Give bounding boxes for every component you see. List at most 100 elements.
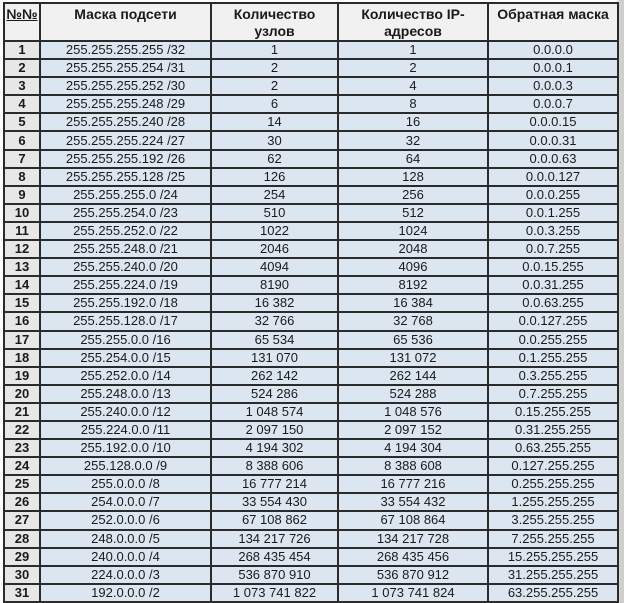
host-count-cell: 126	[210, 166, 339, 187]
header-label: №№	[6, 6, 38, 22]
host-count-cell: 254	[210, 184, 339, 205]
table-row: 24 255.128.0.0 /9 8 388 606 8 388 608 0.127.…	[3, 456, 619, 477]
subnet-mask-cell: 255.252.0.0 /14	[39, 365, 212, 386]
wildcard-mask-cell: 0.0.0.1	[487, 58, 619, 79]
table-row: 8 255.255.255.128 /25 126 128 0.0.0.127	[3, 166, 619, 187]
subnet-mask-cell: 255.255.255.254 /31	[39, 58, 212, 79]
table-row: 13 255.255.240.0 /20 4094 4096 0.0.15.255	[3, 257, 619, 278]
row-number-cell: 17	[3, 329, 41, 350]
host-count-cell: 536 870 910	[210, 564, 339, 585]
header-label: Количество IP-	[361, 6, 465, 22]
host-count-cell: 1 048 574	[210, 401, 339, 422]
table-row: 11 255.255.252.0 /22 1022 1024 0.0.3.255	[3, 220, 619, 242]
ip-count-cell: 33 554 432	[337, 492, 489, 513]
table-body: 1 255.255.255.255 /32 1 1 0.0.0.0 2 255.255.25…	[3, 39, 619, 603]
ip-count-cell: 67 108 864	[337, 510, 489, 531]
host-count-cell: 14	[210, 112, 339, 133]
subnet-mask-cell: 255.255.0.0 /16	[39, 329, 212, 350]
row-number-cell: 12	[3, 239, 41, 260]
header-label: Количество	[233, 6, 316, 22]
host-count-cell: 2 097 150	[210, 419, 339, 441]
subnet-mask-cell: 255.255.255.255 /32	[39, 39, 212, 61]
table-row: 22 255.224.0.0 /11 2 097 150 2 097 152 0.31.…	[3, 419, 619, 441]
row-number-cell: 10	[3, 202, 41, 223]
host-count-cell: 524 286	[210, 383, 339, 404]
subnet-mask-cell: 255.254.0.0 /15	[39, 347, 212, 368]
ip-count-cell: 2 097 152	[337, 419, 489, 441]
ip-count-cell: 16 384	[337, 293, 489, 314]
row-number-cell: 21	[3, 401, 41, 422]
table-header: №№ Маска подсети Количество узлов Количество…	[3, 2, 619, 42]
row-number-cell: 31	[3, 582, 41, 603]
subnet-mask-cell: 254.0.0.0 /7	[39, 492, 212, 513]
ip-count-cell: 536 870 912	[337, 564, 489, 585]
wildcard-mask-cell: 0.0.0.15	[487, 112, 619, 133]
ip-count-cell: 8 388 608	[337, 456, 489, 477]
table-row: 23 255.192.0.0 /10 4 194 302 4 194 304 0.63.…	[3, 438, 619, 459]
wildcard-mask-cell: 0.63.255.255	[487, 438, 619, 459]
subnet-mask-cell: 255.255.255.0 /24	[39, 184, 212, 205]
row-number-cell: 1	[3, 39, 41, 61]
row-number-cell: 13	[3, 257, 41, 278]
row-number-cell: 14	[3, 275, 41, 296]
table-row: 29 240.0.0.0 /4 268 435 454 268 435 456 15.2…	[3, 546, 619, 567]
subnet-mask-cell: 224.0.0.0 /3	[39, 564, 212, 585]
table-row: 5 255.255.255.240 /28 14 16 0.0.0.15	[3, 112, 619, 133]
host-count-cell: 4 194 302	[210, 438, 339, 459]
table-row: 27 252.0.0.0 /6 67 108 862 67 108 864 3.255.…	[3, 510, 619, 531]
subnet-mask-cell: 255.255.192.0 /18	[39, 293, 212, 314]
wildcard-mask-cell: 0.0.127.255	[487, 311, 619, 332]
table-row: 19 255.252.0.0 /14 262 142 262 144 0.3.255.2…	[3, 365, 619, 386]
table-row: 28 248.0.0.0 /5 134 217 726 134 217 728 7.25…	[3, 528, 619, 549]
host-count-cell: 262 142	[210, 365, 339, 386]
row-number-cell: 11	[3, 220, 41, 242]
host-count-cell: 62	[210, 148, 339, 169]
row-number-cell: 23	[3, 438, 41, 459]
ip-count-cell: 268 435 456	[337, 546, 489, 567]
table-row: 20 255.248.0.0 /13 524 286 524 288 0.7.255.2…	[3, 383, 619, 404]
subnet-table-container: №№ Маска подсети Количество узлов Количество…	[3, 2, 619, 603]
ip-count-cell: 128	[337, 166, 489, 187]
wildcard-mask-cell: 0.7.255.255	[487, 383, 619, 404]
ip-count-cell: 32	[337, 130, 489, 151]
wildcard-mask-cell: 0.0.0.3	[487, 76, 619, 97]
wildcard-mask-cell: 1.255.255.255	[487, 492, 619, 513]
wildcard-mask-cell: 0.15.255.255	[487, 401, 619, 422]
row-number-cell: 2	[3, 58, 41, 79]
row-number-cell: 15	[3, 293, 41, 314]
wildcard-mask-cell: 0.255.255.255	[487, 474, 619, 495]
host-count-cell: 4094	[210, 257, 339, 278]
row-number-cell: 28	[3, 528, 41, 549]
subnet-mask-cell: 255.255.255.192 /26	[39, 148, 212, 169]
ip-count-cell: 65 536	[337, 329, 489, 350]
subnet-mask-cell: 252.0.0.0 /6	[39, 510, 212, 531]
subnet-mask-cell: 255.192.0.0 /10	[39, 438, 212, 459]
row-number-cell: 19	[3, 365, 41, 386]
wildcard-mask-cell: 0.0.15.255	[487, 257, 619, 278]
table-row: 30 224.0.0.0 /3 536 870 910 536 870 912 31.2…	[3, 564, 619, 585]
subnet-mask-cell: 255.128.0.0 /9	[39, 456, 212, 477]
host-count-cell: 1022	[210, 220, 339, 242]
ip-count-cell: 1 073 741 824	[337, 582, 489, 603]
row-number-cell: 20	[3, 383, 41, 404]
subnet-mask-cell: 255.255.254.0 /23	[39, 202, 212, 223]
table-row: 18 255.254.0.0 /15 131 070 131 072 0.1.255.2…	[3, 347, 619, 368]
ip-count-cell: 8	[337, 94, 489, 115]
table-row: 9 255.255.255.0 /24 254 256 0.0.0.255	[3, 184, 619, 205]
row-number-cell: 18	[3, 347, 41, 368]
table-row: 10 255.255.254.0 /23 510 512 0.0.1.255	[3, 202, 619, 223]
subnet-mask-cell: 255.248.0.0 /13	[39, 383, 212, 404]
header-row: №№ Маска подсети Количество узлов Количество…	[3, 2, 619, 42]
host-count-cell: 2046	[210, 239, 339, 260]
wildcard-mask-cell: 0.1.255.255	[487, 347, 619, 368]
subnet-mask-table: №№ Маска подсети Количество узлов Количество…	[3, 2, 619, 603]
subnet-mask-cell: 248.0.0.0 /5	[39, 528, 212, 549]
host-count-cell: 8190	[210, 275, 339, 296]
host-count-cell: 6	[210, 94, 339, 115]
subnet-mask-cell: 255.224.0.0 /11	[39, 419, 212, 441]
ip-count-cell: 4096	[337, 257, 489, 278]
row-number-cell: 16	[3, 311, 41, 332]
ip-count-cell: 64	[337, 148, 489, 169]
col-header-ip-count: Количество IP-адресов	[337, 2, 489, 42]
wildcard-mask-cell: 0.0.0.255	[487, 184, 619, 205]
